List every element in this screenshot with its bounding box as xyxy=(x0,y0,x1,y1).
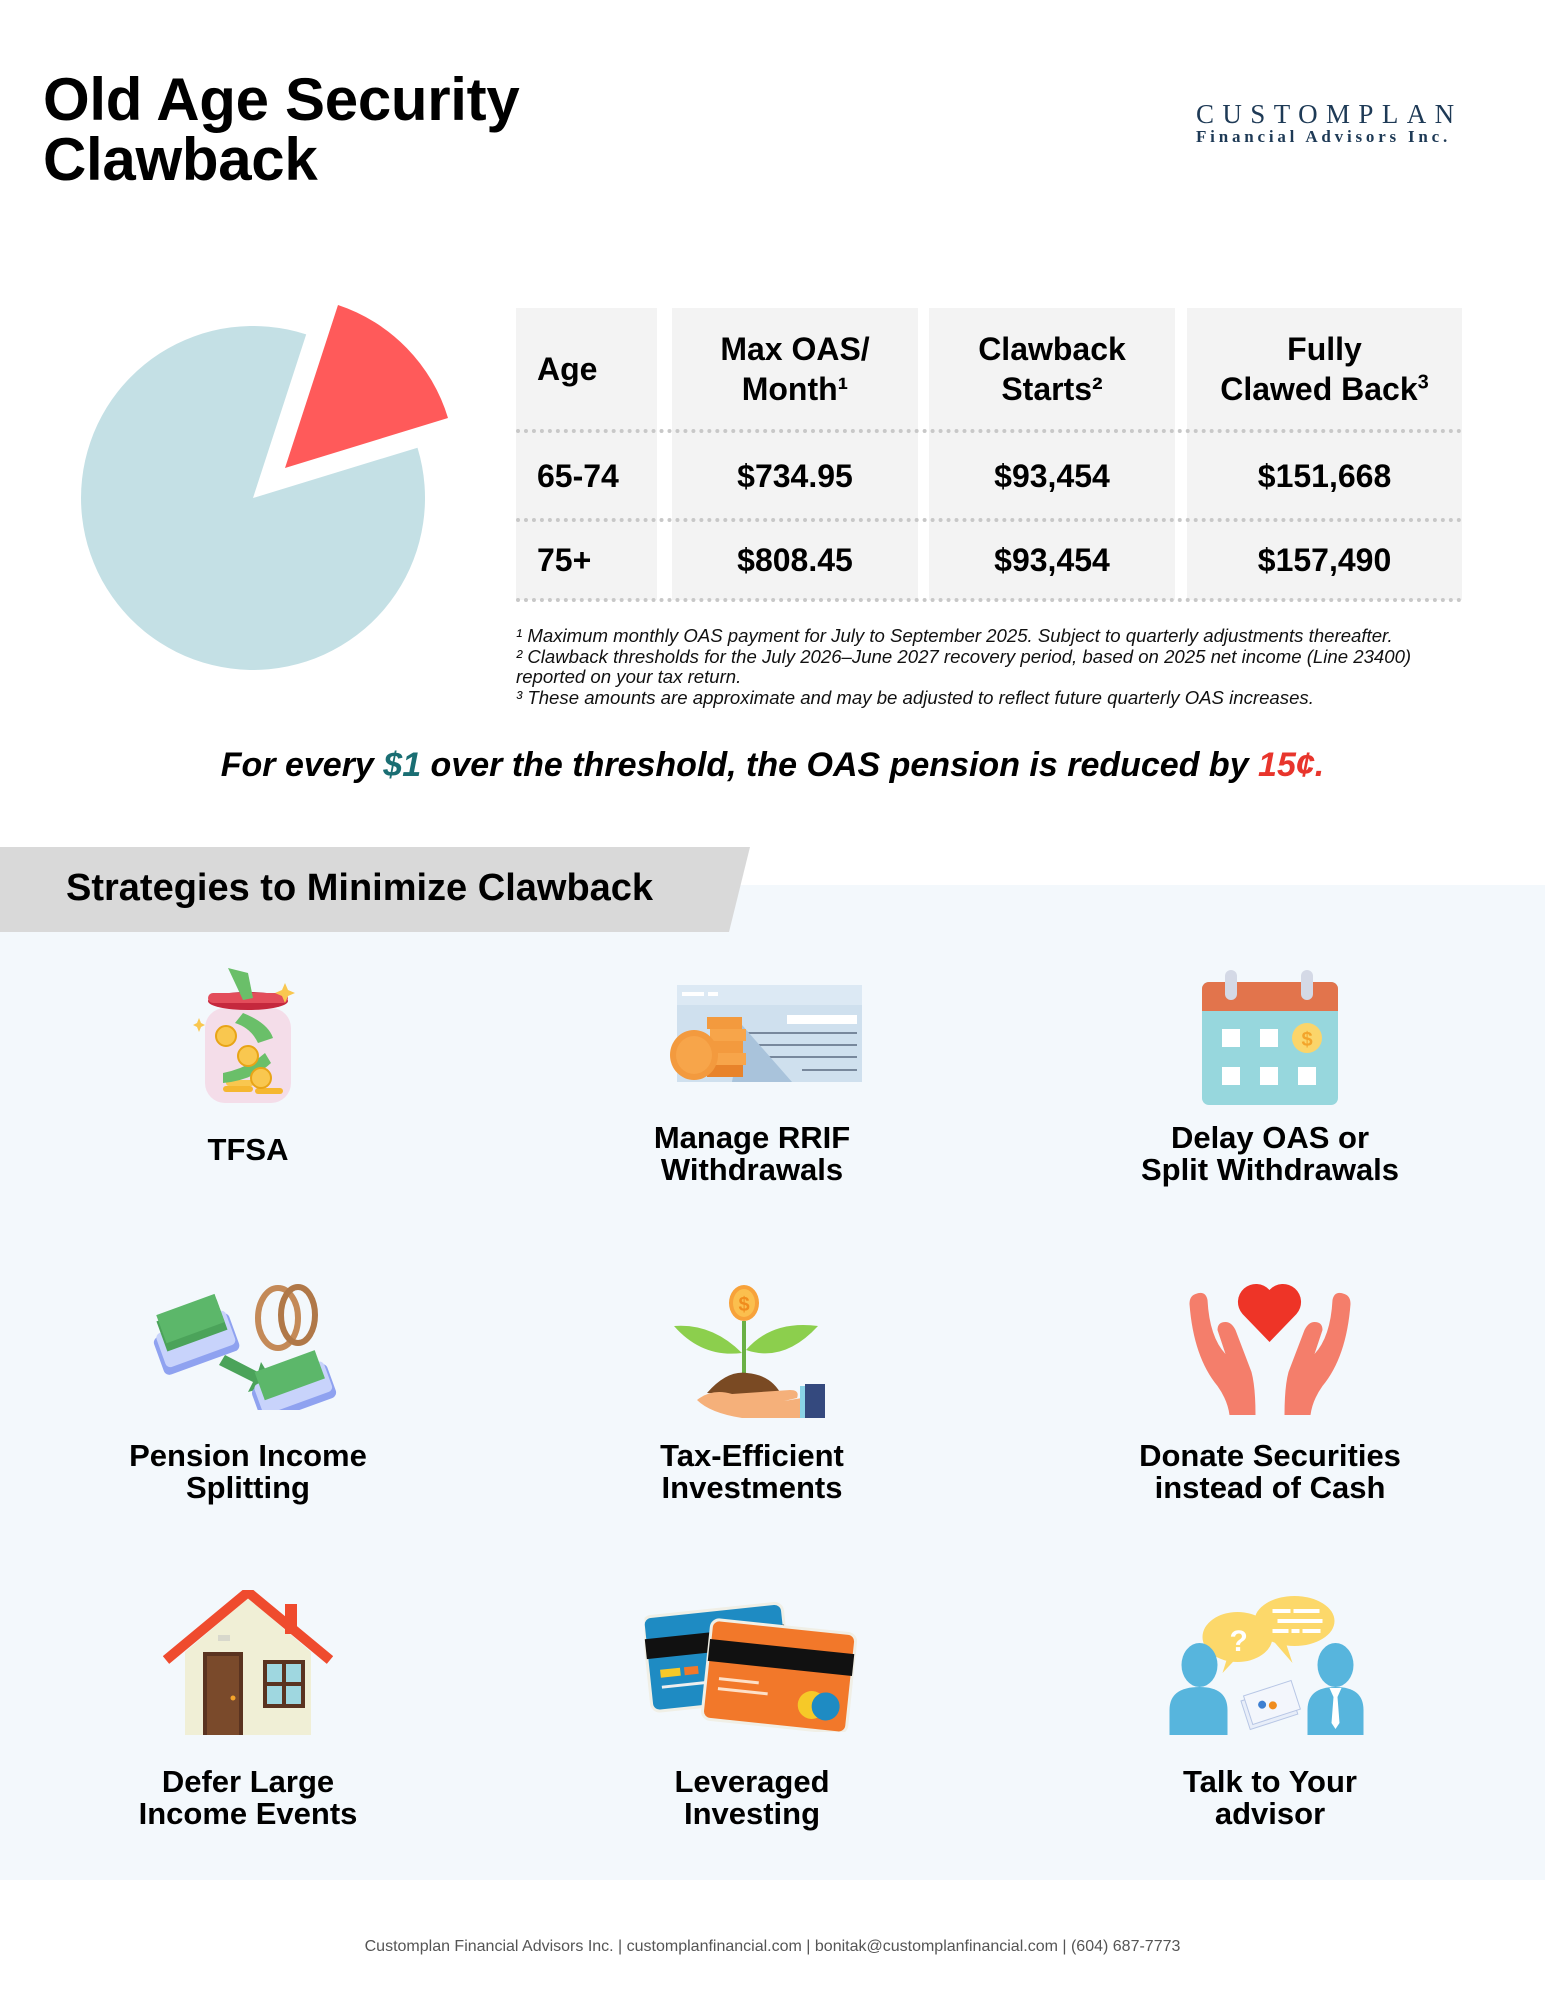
table-header-clawback-starts: Clawback Starts² xyxy=(929,308,1175,429)
house-icon xyxy=(163,1590,333,1735)
label-line: Split Withdrawals xyxy=(1140,1152,1400,1187)
label-line: Investing xyxy=(683,1796,821,1831)
label-line: Investments xyxy=(661,1470,843,1505)
strategy-donate-securities: Donate Securities instead of Cash xyxy=(1060,1270,1480,1510)
strategy-manage-rrif: Manage RRIF Withdrawals xyxy=(542,960,962,1200)
label-line: instead of Cash xyxy=(1154,1470,1386,1505)
header-text: Max OAS/ xyxy=(720,330,870,367)
clawback-rate-callout: For every $1 over the threshold, the OAS… xyxy=(0,743,1545,787)
clawback-pie-chart xyxy=(81,305,448,670)
table-column-bg xyxy=(672,308,918,600)
cheque-coins-icon xyxy=(670,985,862,1082)
footnote: ¹ Maximum monthly OAS payment for July t… xyxy=(516,625,1393,646)
label-line: TFSA xyxy=(207,1132,289,1167)
page-title: Old Age Security Clawback xyxy=(43,66,520,193)
money-jar-icon xyxy=(193,968,295,1103)
strategy-tax-efficient: $ Tax-Efficient Investments xyxy=(542,1270,962,1510)
strategy-label: Manage RRIF Withdrawals xyxy=(542,1122,962,1186)
label-line: Splitting xyxy=(186,1470,310,1505)
footnote: ² Clawback thresholds for the July 2026–… xyxy=(516,645,1412,667)
footnote: ³ These amounts are approximate and may … xyxy=(516,686,1314,708)
footnote: reported on your tax return. xyxy=(516,666,742,687)
table-header-fully-clawed-back: Fully Clawed Back3 xyxy=(1187,308,1462,429)
row-divider xyxy=(516,518,1462,522)
svg-text:$: $ xyxy=(738,1294,749,1316)
table-header-max-oas: Max OAS/ Month¹ xyxy=(672,308,918,429)
calendar-dollar-icon: $ xyxy=(1202,970,1338,1105)
header-text: Clawback xyxy=(978,330,1126,367)
footnote-marker: 3 xyxy=(1417,370,1429,393)
strategy-label: Donate Securities instead of Cash xyxy=(1060,1440,1480,1504)
svg-text:$: $ xyxy=(1301,1029,1312,1051)
callout-dollar-highlight: $1 xyxy=(383,746,422,784)
callout-cents-highlight: 15¢. xyxy=(1258,746,1325,784)
cell-clawback-starts: $93,454 xyxy=(994,542,1110,578)
credit-cards-icon xyxy=(644,1601,858,1732)
table-header-age: Age xyxy=(516,308,657,429)
header-text: Age xyxy=(537,350,598,387)
strategy-pension-splitting: Pension Income Splitting xyxy=(38,1270,458,1510)
label-line: Leveraged xyxy=(674,1764,830,1799)
cell-clawback-starts: $93,454 xyxy=(994,457,1110,494)
strategy-leveraged-investing: Leveraged Investing xyxy=(542,1580,962,1830)
header-text: Starts xyxy=(1001,370,1093,407)
footer-contact: Customplan Financial Advisors Inc. | cus… xyxy=(364,1938,1181,1955)
advisor-conversation-icon: ? xyxy=(1169,1596,1364,1735)
row-divider xyxy=(516,429,1462,433)
strategy-label: Tax-Efficient Investments xyxy=(542,1440,962,1504)
strategies-heading-banner xyxy=(0,847,750,932)
cell-fully-clawed-back: $157,490 xyxy=(1257,542,1392,578)
strategies-heading: Strategies to Minimize Clawback xyxy=(66,867,654,909)
cell-max-oas: $808.45 xyxy=(737,542,853,578)
label-line: Delay OAS or xyxy=(1170,1120,1370,1155)
cell-age: 75+ xyxy=(537,542,592,578)
rings-money-transfer-icon xyxy=(153,1284,337,1410)
label-line: Defer Large xyxy=(161,1764,335,1799)
label-line: Donate Securities xyxy=(1139,1438,1401,1473)
label-line: Withdrawals xyxy=(660,1152,844,1187)
pie-slice-clawed-back xyxy=(285,305,448,468)
table-column-bg xyxy=(516,308,657,600)
footnote-marker: ² xyxy=(1092,370,1103,407)
cell-fully-clawed-back: $151,668 xyxy=(1257,457,1392,494)
strategy-label: Leveraged Investing xyxy=(542,1766,962,1830)
header-text: Fully xyxy=(1287,330,1362,367)
logo-wordmark: CUSTOMPLAN xyxy=(1196,99,1463,129)
title-line-1: Old Age Security xyxy=(43,66,520,133)
label-line: Income Events xyxy=(138,1796,358,1831)
plant-coin-hand-icon: $ xyxy=(674,1285,825,1418)
header-text: Month xyxy=(741,370,838,407)
footnote-marker: ¹ xyxy=(837,370,849,407)
cell-max-oas: $734.95 xyxy=(737,457,853,494)
label-line: Talk to Your xyxy=(1183,1764,1357,1799)
strategy-delay-oas: $ Delay OAS or Split Withdrawals xyxy=(1060,960,1480,1200)
strategy-tfsa: TFSA xyxy=(38,960,458,1200)
row-divider xyxy=(516,598,1462,602)
table-footnotes: ¹ Maximum monthly OAS payment for July t… xyxy=(516,625,1496,708)
label-line: advisor xyxy=(1214,1796,1326,1831)
hands-heart-icon xyxy=(1189,1283,1351,1415)
header-text: Clawed Back xyxy=(1220,370,1418,407)
strategy-label: Pension Income Splitting xyxy=(38,1440,458,1504)
svg-text:?: ? xyxy=(1230,1625,1248,1658)
callout-text: over the threshold, the OAS pension is r… xyxy=(421,746,1259,784)
strategy-label: Talk to Your advisor xyxy=(1060,1766,1480,1830)
logo-subtitle: Financial Advisors Inc. xyxy=(1196,127,1452,146)
title-line-2: Clawback xyxy=(43,126,318,193)
cell-age: 65-74 xyxy=(537,457,619,494)
label-line: Tax-Efficient xyxy=(660,1438,844,1473)
company-logo: CUSTOMPLAN Financial Advisors Inc. xyxy=(1196,100,1461,146)
strategy-talk-to-advisor: ? Talk to Your advisor xyxy=(1060,1580,1480,1830)
pie-slice-retained xyxy=(81,325,426,670)
strategy-label: TFSA xyxy=(38,1134,458,1166)
label-line: Pension Income xyxy=(129,1438,367,1473)
strategy-label: Defer Large Income Events xyxy=(38,1766,458,1830)
strategy-label: Delay OAS or Split Withdrawals xyxy=(1060,1122,1480,1186)
callout-text: For every xyxy=(220,746,384,784)
table-column-bg xyxy=(929,308,1175,600)
table-column-bg xyxy=(1187,308,1462,600)
strategy-defer-income: Defer Large Income Events xyxy=(38,1580,458,1830)
label-line: Manage RRIF xyxy=(653,1120,851,1155)
